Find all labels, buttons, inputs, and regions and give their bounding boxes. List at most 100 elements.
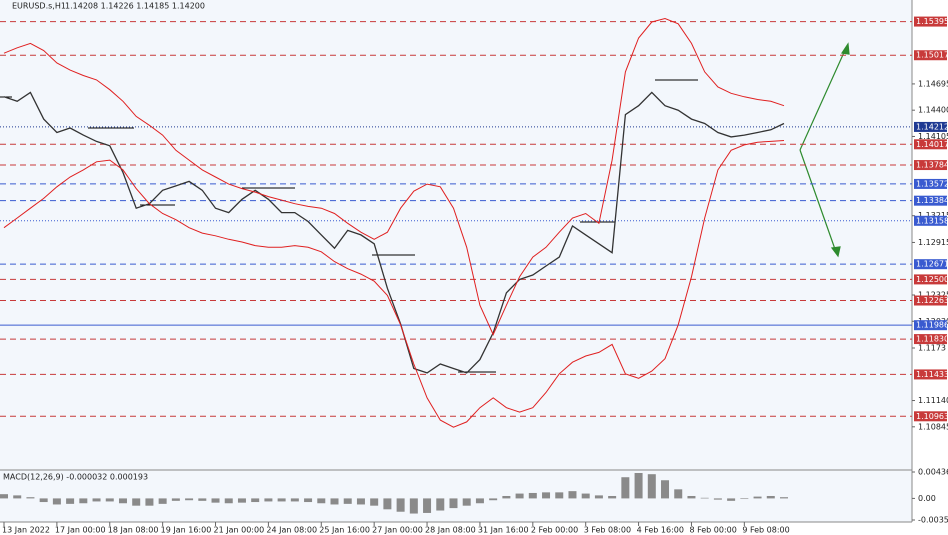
macd-bar <box>105 498 114 502</box>
level-label: 1.13784 <box>916 161 948 170</box>
x-tick-label: 3 Feb 08:00 <box>584 526 631 535</box>
level-label-bg <box>914 139 947 150</box>
price-line <box>3 91 785 374</box>
macd-bar <box>251 498 260 503</box>
macd-bar <box>145 498 154 506</box>
macd-bar <box>542 492 551 499</box>
level-label: 1.12671 <box>916 260 948 269</box>
level-label-bg <box>914 50 947 61</box>
x-tick-label: 27 Jan 00:00 <box>372 526 423 535</box>
macd-bar <box>277 498 286 502</box>
macd-bar <box>52 498 61 505</box>
x-tick-label: 19 Jan 16:00 <box>161 526 212 535</box>
y-tick-label: 1.13215 <box>918 211 948 220</box>
level-label: 1.10963 <box>916 412 948 421</box>
level-label: 1.14212 <box>916 122 948 131</box>
macd-bar <box>423 498 432 513</box>
macd-bar <box>158 498 167 504</box>
macd-bar <box>396 498 405 512</box>
macd-bar <box>515 493 524 499</box>
macd-bar <box>198 498 207 501</box>
macd-bar <box>449 498 458 509</box>
x-tick-label: 18 Jan 08:00 <box>108 526 159 535</box>
y-tick-label: 1.12915 <box>918 238 948 247</box>
macd-bar <box>647 474 656 499</box>
macd-bar <box>581 493 590 499</box>
y-tick-label: 1.14400 <box>918 106 948 115</box>
macd-title: MACD(12,26,9) -0.000032 0.000193 <box>3 473 148 482</box>
macd-bar <box>462 498 471 506</box>
macd-bar <box>661 480 670 499</box>
macd-bar <box>224 498 233 504</box>
macd-bar <box>502 495 511 499</box>
level-label-bg <box>914 295 947 306</box>
x-tick-label: 13 Jan 2022 <box>2 526 50 535</box>
level-label: 1.15395 <box>916 17 948 26</box>
x-tick-label: 28 Jan 08:00 <box>425 526 476 535</box>
level-label-bg <box>914 121 947 132</box>
macd-bar <box>211 498 220 503</box>
macd-bar <box>26 497 35 499</box>
macd-bar <box>568 491 577 499</box>
macd-bar <box>304 498 313 503</box>
x-tick-label: 24 Jan 08:00 <box>266 526 317 535</box>
macd-bar <box>370 498 379 506</box>
macd-bar <box>766 495 775 499</box>
y-tick-label: 0.00 <box>918 494 936 503</box>
plot-background <box>0 0 912 522</box>
macd-bar <box>356 498 365 505</box>
macd-bar <box>436 498 445 511</box>
x-tick-label: 21 Jan 00:00 <box>214 526 265 535</box>
arrow-head <box>830 246 841 258</box>
y-tick-label: 1.1173 <box>918 343 946 352</box>
level-label-bg <box>914 369 947 380</box>
y-tick-label: 1.11140 <box>918 396 948 405</box>
x-tick-label: 4 Feb 16:00 <box>637 526 684 535</box>
x-tick-label: 8 Feb 00:00 <box>689 526 736 535</box>
macd-bar <box>237 498 246 503</box>
macd-bar <box>13 495 22 499</box>
level-label: 1.12500 <box>916 275 948 284</box>
y-tick-label: -0.003566 <box>918 516 948 525</box>
y-tick-label: 1.14105 <box>918 132 948 141</box>
x-tick-label: 2 Feb 00:00 <box>531 526 578 535</box>
macd-bar <box>171 498 180 501</box>
arrow-head <box>840 42 850 55</box>
macd-bar <box>727 498 736 501</box>
macd-bar <box>290 498 299 502</box>
x-tick-label: 31 Jan 16:00 <box>478 526 529 535</box>
macd-bar <box>92 498 101 502</box>
x-tick-label: 17 Jan 00:00 <box>55 526 106 535</box>
macd-bar <box>740 498 749 500</box>
level-label: 1.14017 <box>916 140 948 149</box>
y-tick-label: 0.004363 <box>918 468 948 477</box>
macd-bar <box>317 498 326 504</box>
macd-bar <box>383 498 392 510</box>
macd-bar <box>753 496 762 499</box>
y-tick-label: 1.12325 <box>918 290 948 299</box>
macd-bar <box>0 494 8 499</box>
macd-bar <box>674 489 683 499</box>
level-label-bg <box>914 16 947 27</box>
level-label-bg <box>914 334 947 345</box>
macd-bar <box>780 497 788 499</box>
ohlc: 1.14208 1.14226 1.14185 1.14200 <box>65 2 205 11</box>
macd-bar <box>185 498 194 501</box>
level-label: 1.11830 <box>916 335 948 344</box>
x-tick-label: 9 Feb 08:00 <box>742 526 789 535</box>
level-label: 1.13572 <box>916 179 948 188</box>
level-label-bg <box>914 160 947 171</box>
scenario-arrows <box>799 42 850 258</box>
macd-bar <box>713 498 722 500</box>
macd-bar <box>79 498 88 504</box>
macd-bar <box>330 498 339 505</box>
macd-bar <box>528 492 537 499</box>
macd-bar <box>687 495 696 499</box>
macd-bar <box>621 477 630 499</box>
macd-bar <box>264 498 273 502</box>
macd-bar <box>475 498 484 504</box>
symbol: EURUSD.s,H1 <box>12 2 66 11</box>
macd-bar <box>489 498 498 501</box>
macd-bar <box>132 498 141 506</box>
level-label-bg <box>914 195 947 206</box>
